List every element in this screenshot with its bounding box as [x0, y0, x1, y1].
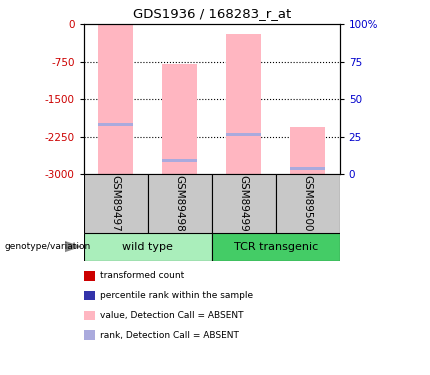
Bar: [226, 134, 261, 136]
Text: transformed count: transformed count: [100, 271, 184, 280]
Bar: [148, 174, 212, 232]
Text: GSM89498: GSM89498: [175, 175, 185, 232]
Bar: [162, 64, 197, 174]
Text: GSM89500: GSM89500: [303, 175, 313, 232]
Bar: [212, 174, 276, 232]
Bar: [162, 159, 197, 162]
Bar: [212, 232, 340, 261]
Bar: [98, 25, 133, 174]
Text: percentile rank within the sample: percentile rank within the sample: [100, 291, 253, 300]
Bar: [290, 167, 326, 170]
Bar: [84, 174, 148, 232]
Text: rank, Detection Call = ABSENT: rank, Detection Call = ABSENT: [100, 331, 239, 340]
Bar: [98, 123, 133, 126]
Text: GSM89497: GSM89497: [111, 175, 121, 232]
Bar: [226, 34, 261, 174]
Text: genotype/variation: genotype/variation: [4, 242, 91, 251]
Text: TCR transgenic: TCR transgenic: [233, 242, 318, 252]
Text: wild type: wild type: [123, 242, 173, 252]
Bar: [290, 127, 326, 174]
Title: GDS1936 / 168283_r_at: GDS1936 / 168283_r_at: [132, 8, 291, 20]
Polygon shape: [64, 241, 82, 252]
Text: value, Detection Call = ABSENT: value, Detection Call = ABSENT: [100, 311, 244, 320]
Bar: [84, 232, 212, 261]
Bar: [276, 174, 340, 232]
Text: GSM89499: GSM89499: [239, 175, 249, 232]
